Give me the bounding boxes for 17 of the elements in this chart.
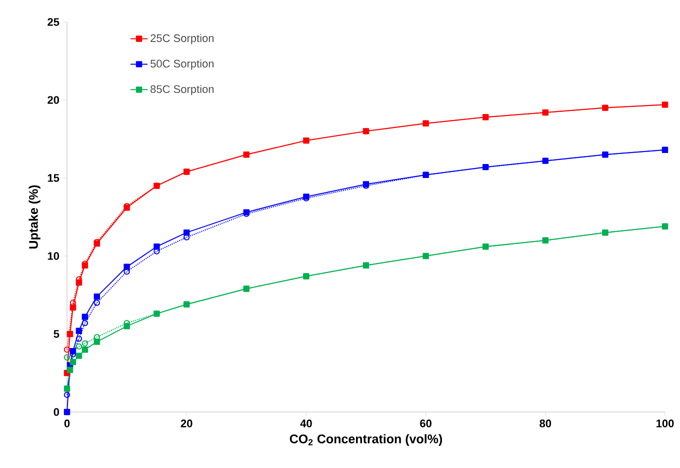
y-tick-label: 15 [48,174,60,182]
y-tick-label: 25 [48,18,60,26]
x-tick-label: 40 [300,420,312,428]
y-axis-title: Uptake (%) [28,185,40,249]
x-axis-title: CO$_{2}$ Concentration (vol%) [290,434,442,446]
y-tick-label: 0 [54,408,60,416]
y-tick-label: 5 [54,330,60,338]
x-tick-label: 100 [656,420,674,428]
legend-label: 50C Sorption [150,59,214,70]
x-tick-label: 60 [420,420,432,428]
y-tick-label: 10 [48,252,60,260]
x-tick-label: 20 [180,420,192,428]
x-tick-label: 80 [540,420,552,428]
x-tick-label: 0 [64,420,70,428]
legend-label: 85C Sorption [150,84,214,96]
y-tick-label: 20 [48,96,60,104]
legend-label: 25C Sorption [150,34,214,44]
